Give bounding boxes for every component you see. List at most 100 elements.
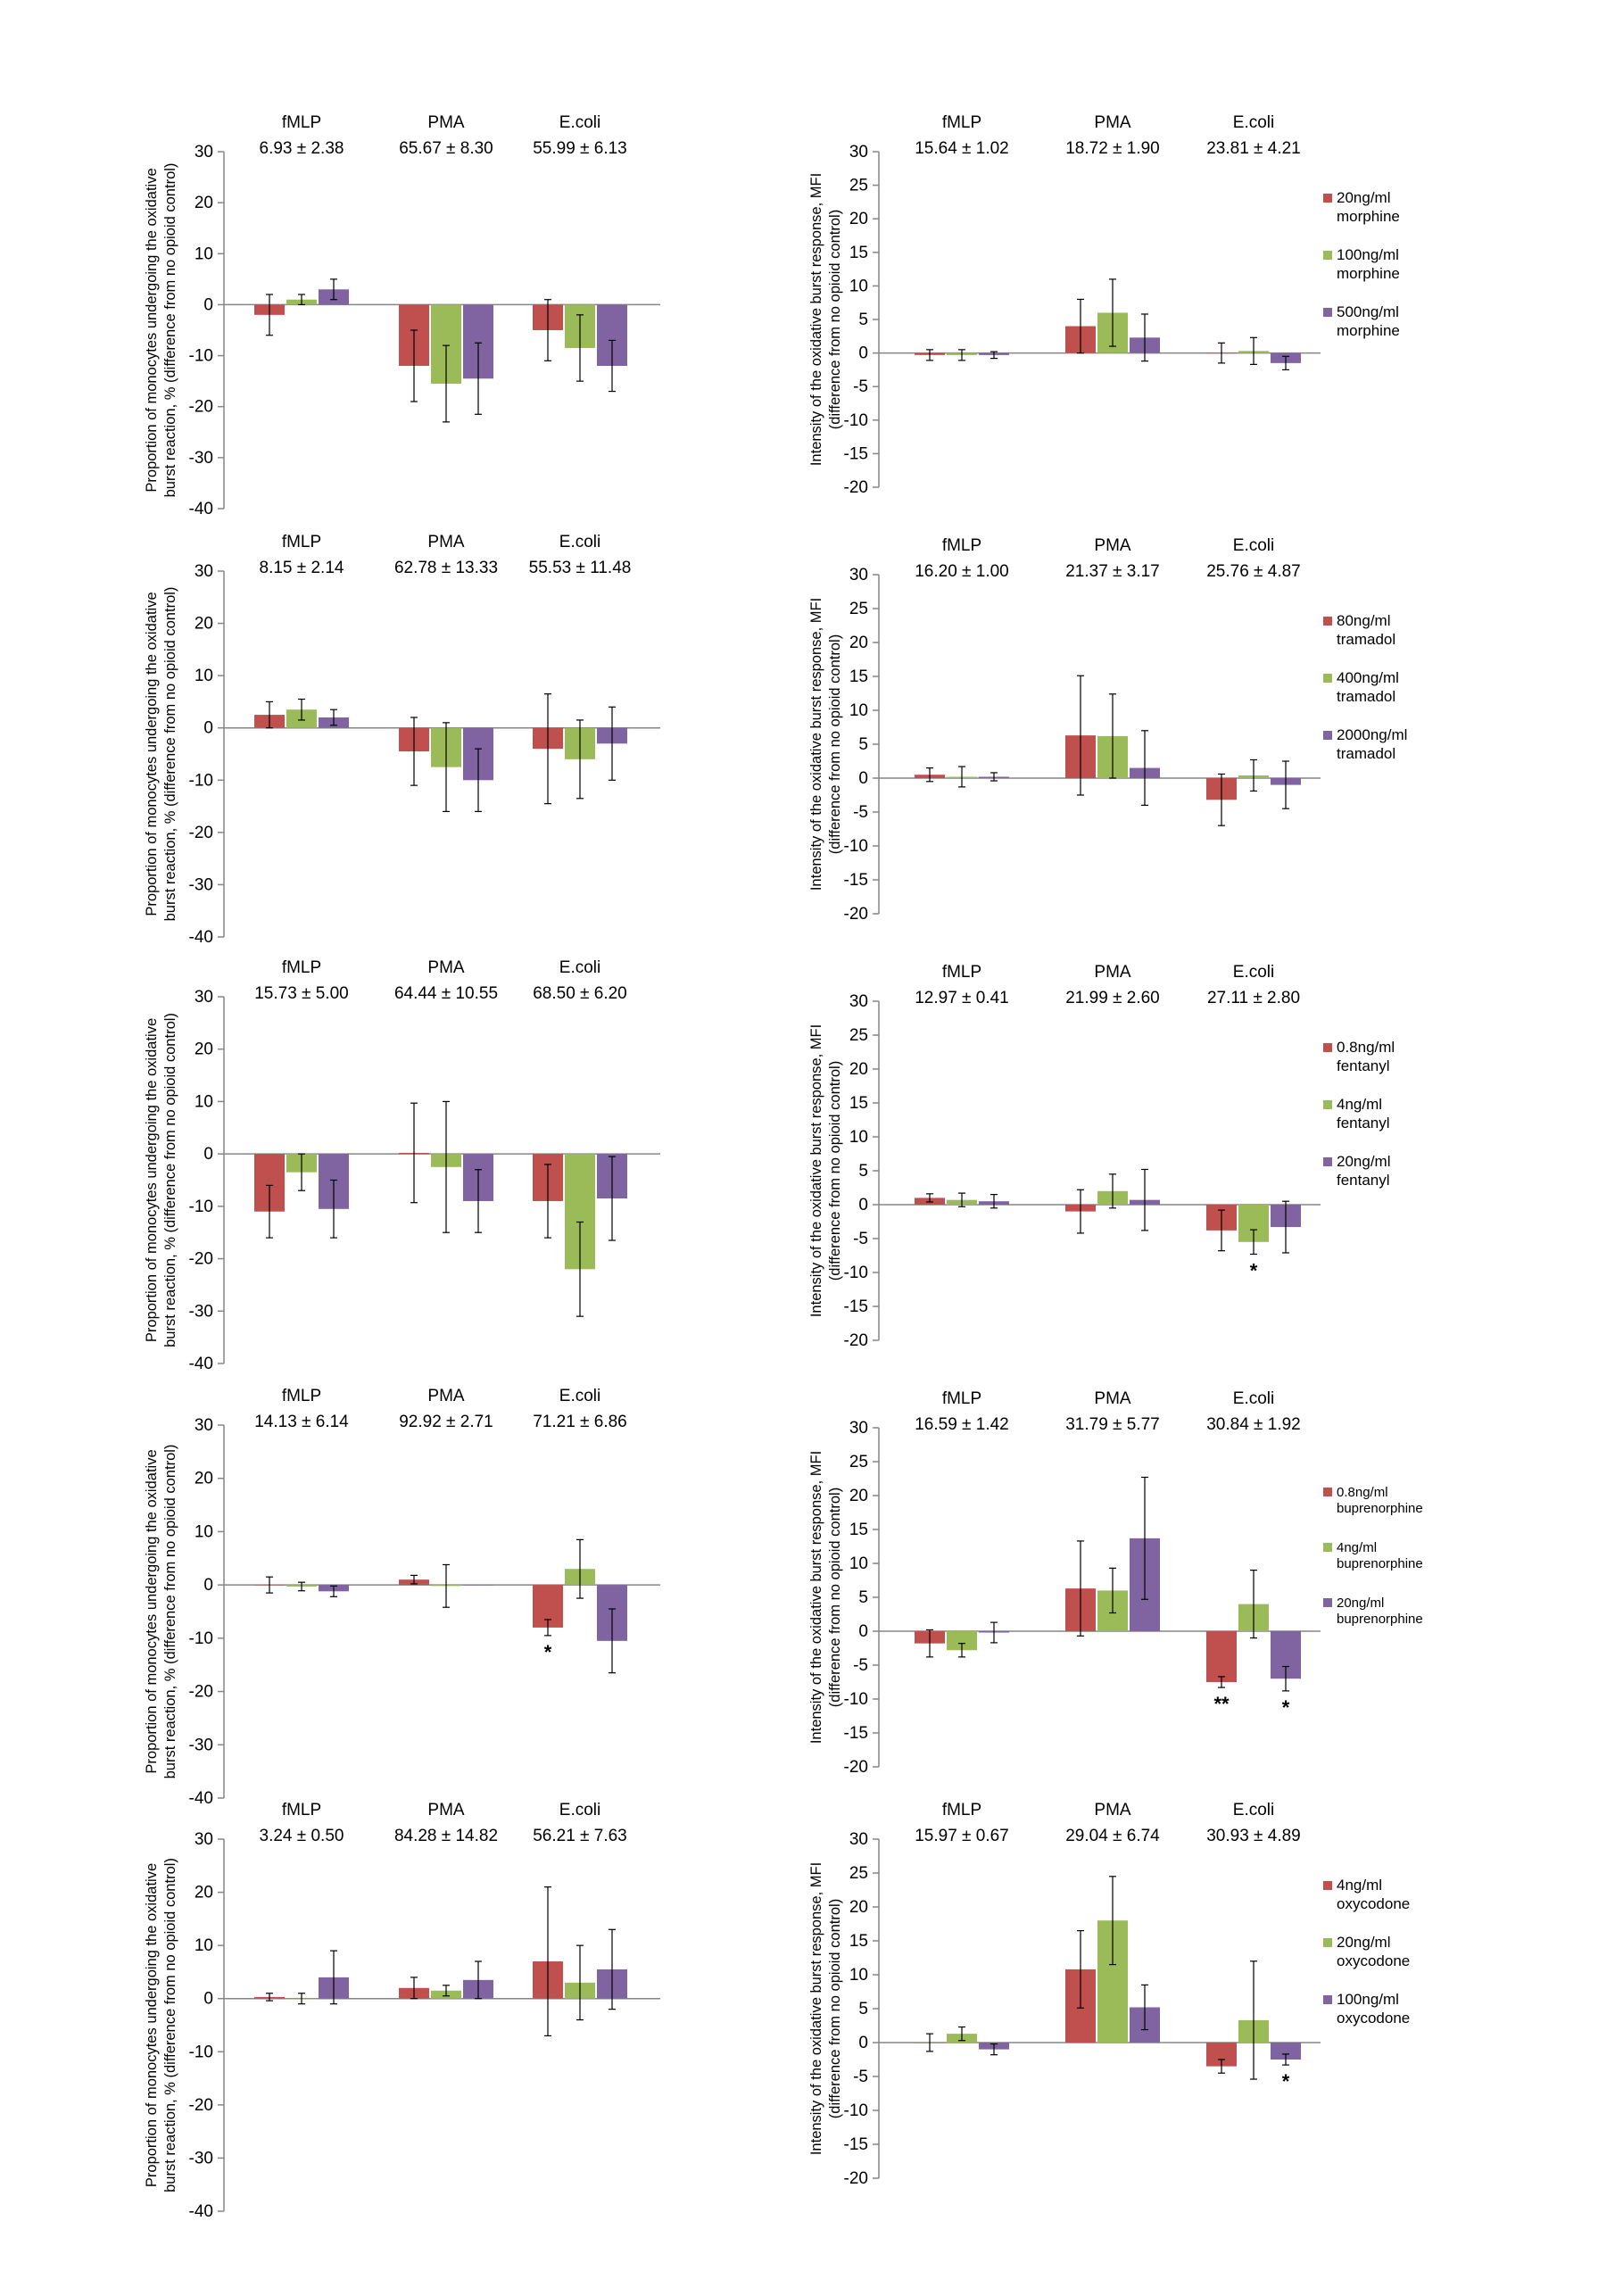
- legend-entry: 4ng/ml buprenorphine: [1337, 1540, 1423, 1571]
- y-axis-label-line: (difference from no opioid control): [827, 1899, 843, 2118]
- y-axis-label-line: burst reaction, % (difference from no op…: [162, 587, 178, 922]
- bar: [947, 1631, 977, 1651]
- baseline-value: 12.97 ± 0.41: [915, 989, 1009, 1007]
- baseline-value: 64.44 ± 10.55: [394, 984, 498, 1003]
- y-axis-label-line: Intensity of the oxidative burst respons…: [808, 1024, 824, 1317]
- legend-line: buprenorphine: [1337, 1556, 1423, 1571]
- y-tick-label: -40: [189, 1355, 213, 1373]
- category-label: PMA: [1094, 113, 1131, 132]
- legend-swatch: [1323, 1043, 1332, 1052]
- legend-entry: 80ng/ml tramadol: [1337, 612, 1395, 648]
- legend-swatch: [1323, 674, 1332, 683]
- legend-line: 100ng/ml: [1337, 1991, 1399, 2008]
- category-label: fMLP: [282, 958, 321, 977]
- y-tick-label: 30: [195, 988, 213, 1007]
- baseline-value: 71.21 ± 6.86: [533, 1413, 627, 1431]
- y-axis-label-line: Intensity of the oxidative burst respons…: [808, 1451, 824, 1744]
- y-tick-label: -20: [189, 1250, 213, 1269]
- chart-panel-r3-intensity: Intensity of the oxidative burst respons…: [808, 963, 1395, 1350]
- significance-mark: **: [1213, 1693, 1230, 1715]
- chart-panel-r5-intensity: Intensity of the oxidative burst respons…: [808, 1801, 1410, 2188]
- category-label: fMLP: [942, 113, 981, 132]
- y-tick-label: 25: [849, 600, 868, 618]
- category-label: PMA: [427, 958, 465, 977]
- y-axis-label-line: Proportion of monocytes undergoing the o…: [144, 1018, 160, 1342]
- y-tick-label: 10: [195, 245, 213, 263]
- y-axis-label-line: Intensity of the oxidative burst respons…: [808, 173, 824, 466]
- category-label: fMLP: [282, 1801, 321, 1819]
- legend-entry: 0.8ng/ml fentanyl: [1337, 1039, 1395, 1074]
- y-tick-label: -20: [844, 1331, 868, 1350]
- legend-line: 0.8ng/ml: [1337, 1039, 1395, 1056]
- y-tick-label: 15: [849, 1094, 868, 1113]
- legend-swatch: [1323, 1157, 1332, 1166]
- y-axis-label-line: (difference from no opioid control): [827, 634, 843, 854]
- category-label: PMA: [1094, 963, 1131, 982]
- y-tick-label: -5: [853, 803, 868, 822]
- y-axis-label-line: (difference from no opioid control): [827, 210, 843, 429]
- y-axis-label-line: (difference from no opioid control): [827, 1488, 843, 1707]
- y-tick-label: 15: [849, 244, 868, 262]
- y-tick-label: -10: [189, 2043, 213, 2061]
- legend-entry: 100ng/ml morphine: [1337, 246, 1400, 282]
- y-tick-label: 20: [195, 1884, 213, 1902]
- y-axis-label: Proportion of monocytes undergoing the o…: [144, 1858, 178, 2192]
- y-tick-label: 0: [203, 1576, 213, 1595]
- baseline-value: 65.67 ± 8.30: [399, 139, 493, 158]
- y-axis-label: Intensity of the oxidative burst respons…: [808, 1862, 843, 2155]
- legend-line: 80ng/ml: [1337, 612, 1390, 629]
- category-label: PMA: [1094, 536, 1131, 555]
- baseline-value: 68.50 ± 6.20: [533, 984, 627, 1003]
- y-axis-label: Intensity of the oxidative burst respons…: [808, 1451, 843, 1744]
- y-tick-label: 5: [858, 1588, 868, 1607]
- legend-swatch: [1323, 1938, 1332, 1947]
- baseline-value: 15.73 ± 5.00: [254, 984, 349, 1003]
- y-tick-label: 30: [849, 1830, 868, 1849]
- baseline-value: 30.93 ± 4.89: [1206, 1827, 1301, 1845]
- baseline-value: 15.64 ± 1.02: [915, 139, 1009, 158]
- baseline-value: 92.92 ± 2.71: [399, 1413, 493, 1431]
- y-tick-label: 0: [203, 1145, 213, 1164]
- y-tick-label: 0: [858, 769, 868, 788]
- y-tick-label: 15: [849, 667, 868, 686]
- category-label: fMLP: [942, 963, 981, 982]
- y-tick-label: 25: [849, 1026, 868, 1045]
- baseline-value: 15.97 ± 0.67: [915, 1827, 1009, 1845]
- legend-line: fentanyl: [1337, 1115, 1390, 1131]
- baseline-value: 27.11 ± 2.80: [1207, 989, 1300, 1007]
- y-tick-label: -40: [189, 928, 213, 947]
- y-tick-label: -40: [189, 2202, 213, 2221]
- bar: [1271, 2043, 1301, 2060]
- legend-line: fentanyl: [1337, 1057, 1390, 1074]
- significance-mark: *: [1250, 1259, 1258, 1281]
- significance-mark: *: [544, 1641, 552, 1663]
- y-tick-label: -5: [853, 377, 868, 396]
- y-tick-label: 10: [849, 1554, 868, 1573]
- y-tick-label: -15: [844, 444, 868, 463]
- chart-panel-r1-proportion: Proportion of monocytes undergoing the o…: [144, 113, 660, 518]
- legend-swatch: [1323, 617, 1332, 626]
- y-axis-label-line: burst reaction, % (difference from no op…: [162, 1013, 178, 1347]
- y-tick-label: 20: [195, 1470, 213, 1488]
- legend-line: 20ng/ml: [1337, 1934, 1390, 1951]
- y-axis-label-line: burst reaction, % (difference from no op…: [162, 1858, 178, 2192]
- y-tick-label: 0: [203, 719, 213, 738]
- legend-swatch: [1323, 731, 1332, 740]
- y-tick-label: -20: [844, 1758, 868, 1777]
- legend-entry: 500ng/ml morphine: [1337, 303, 1400, 339]
- y-tick-label: -15: [844, 1297, 868, 1316]
- y-axis-label-line: Proportion of monocytes undergoing the o…: [144, 592, 160, 916]
- legend-line: 100ng/ml: [1337, 246, 1399, 263]
- y-tick-label: 20: [849, 1060, 868, 1079]
- baseline-value: 55.53 ± 11.48: [529, 559, 632, 577]
- legend-line: fentanyl: [1337, 1172, 1390, 1189]
- y-tick-label: 20: [849, 210, 868, 228]
- y-tick-label: -10: [844, 1264, 868, 1282]
- baseline-value: 21.37 ± 3.17: [1065, 562, 1160, 581]
- baseline-value: 16.59 ± 1.42: [915, 1415, 1009, 1434]
- legend-entry: 20ng/ml fentanyl: [1337, 1153, 1390, 1189]
- y-tick-label: -20: [189, 398, 213, 417]
- legend-line: morphine: [1337, 322, 1400, 339]
- y-tick-label: -10: [844, 1690, 868, 1709]
- y-tick-label: 0: [858, 1196, 868, 1214]
